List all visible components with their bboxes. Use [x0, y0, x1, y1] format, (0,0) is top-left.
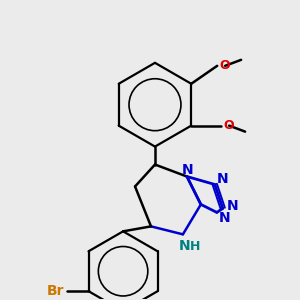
Text: O: O	[219, 59, 230, 72]
Text: N: N	[217, 172, 229, 187]
Text: Br: Br	[47, 284, 64, 298]
Text: H: H	[190, 240, 200, 253]
Text: N: N	[227, 200, 238, 213]
Text: N: N	[179, 239, 191, 253]
Text: N: N	[219, 212, 231, 225]
Text: O: O	[223, 119, 234, 132]
Text: N: N	[182, 163, 194, 176]
